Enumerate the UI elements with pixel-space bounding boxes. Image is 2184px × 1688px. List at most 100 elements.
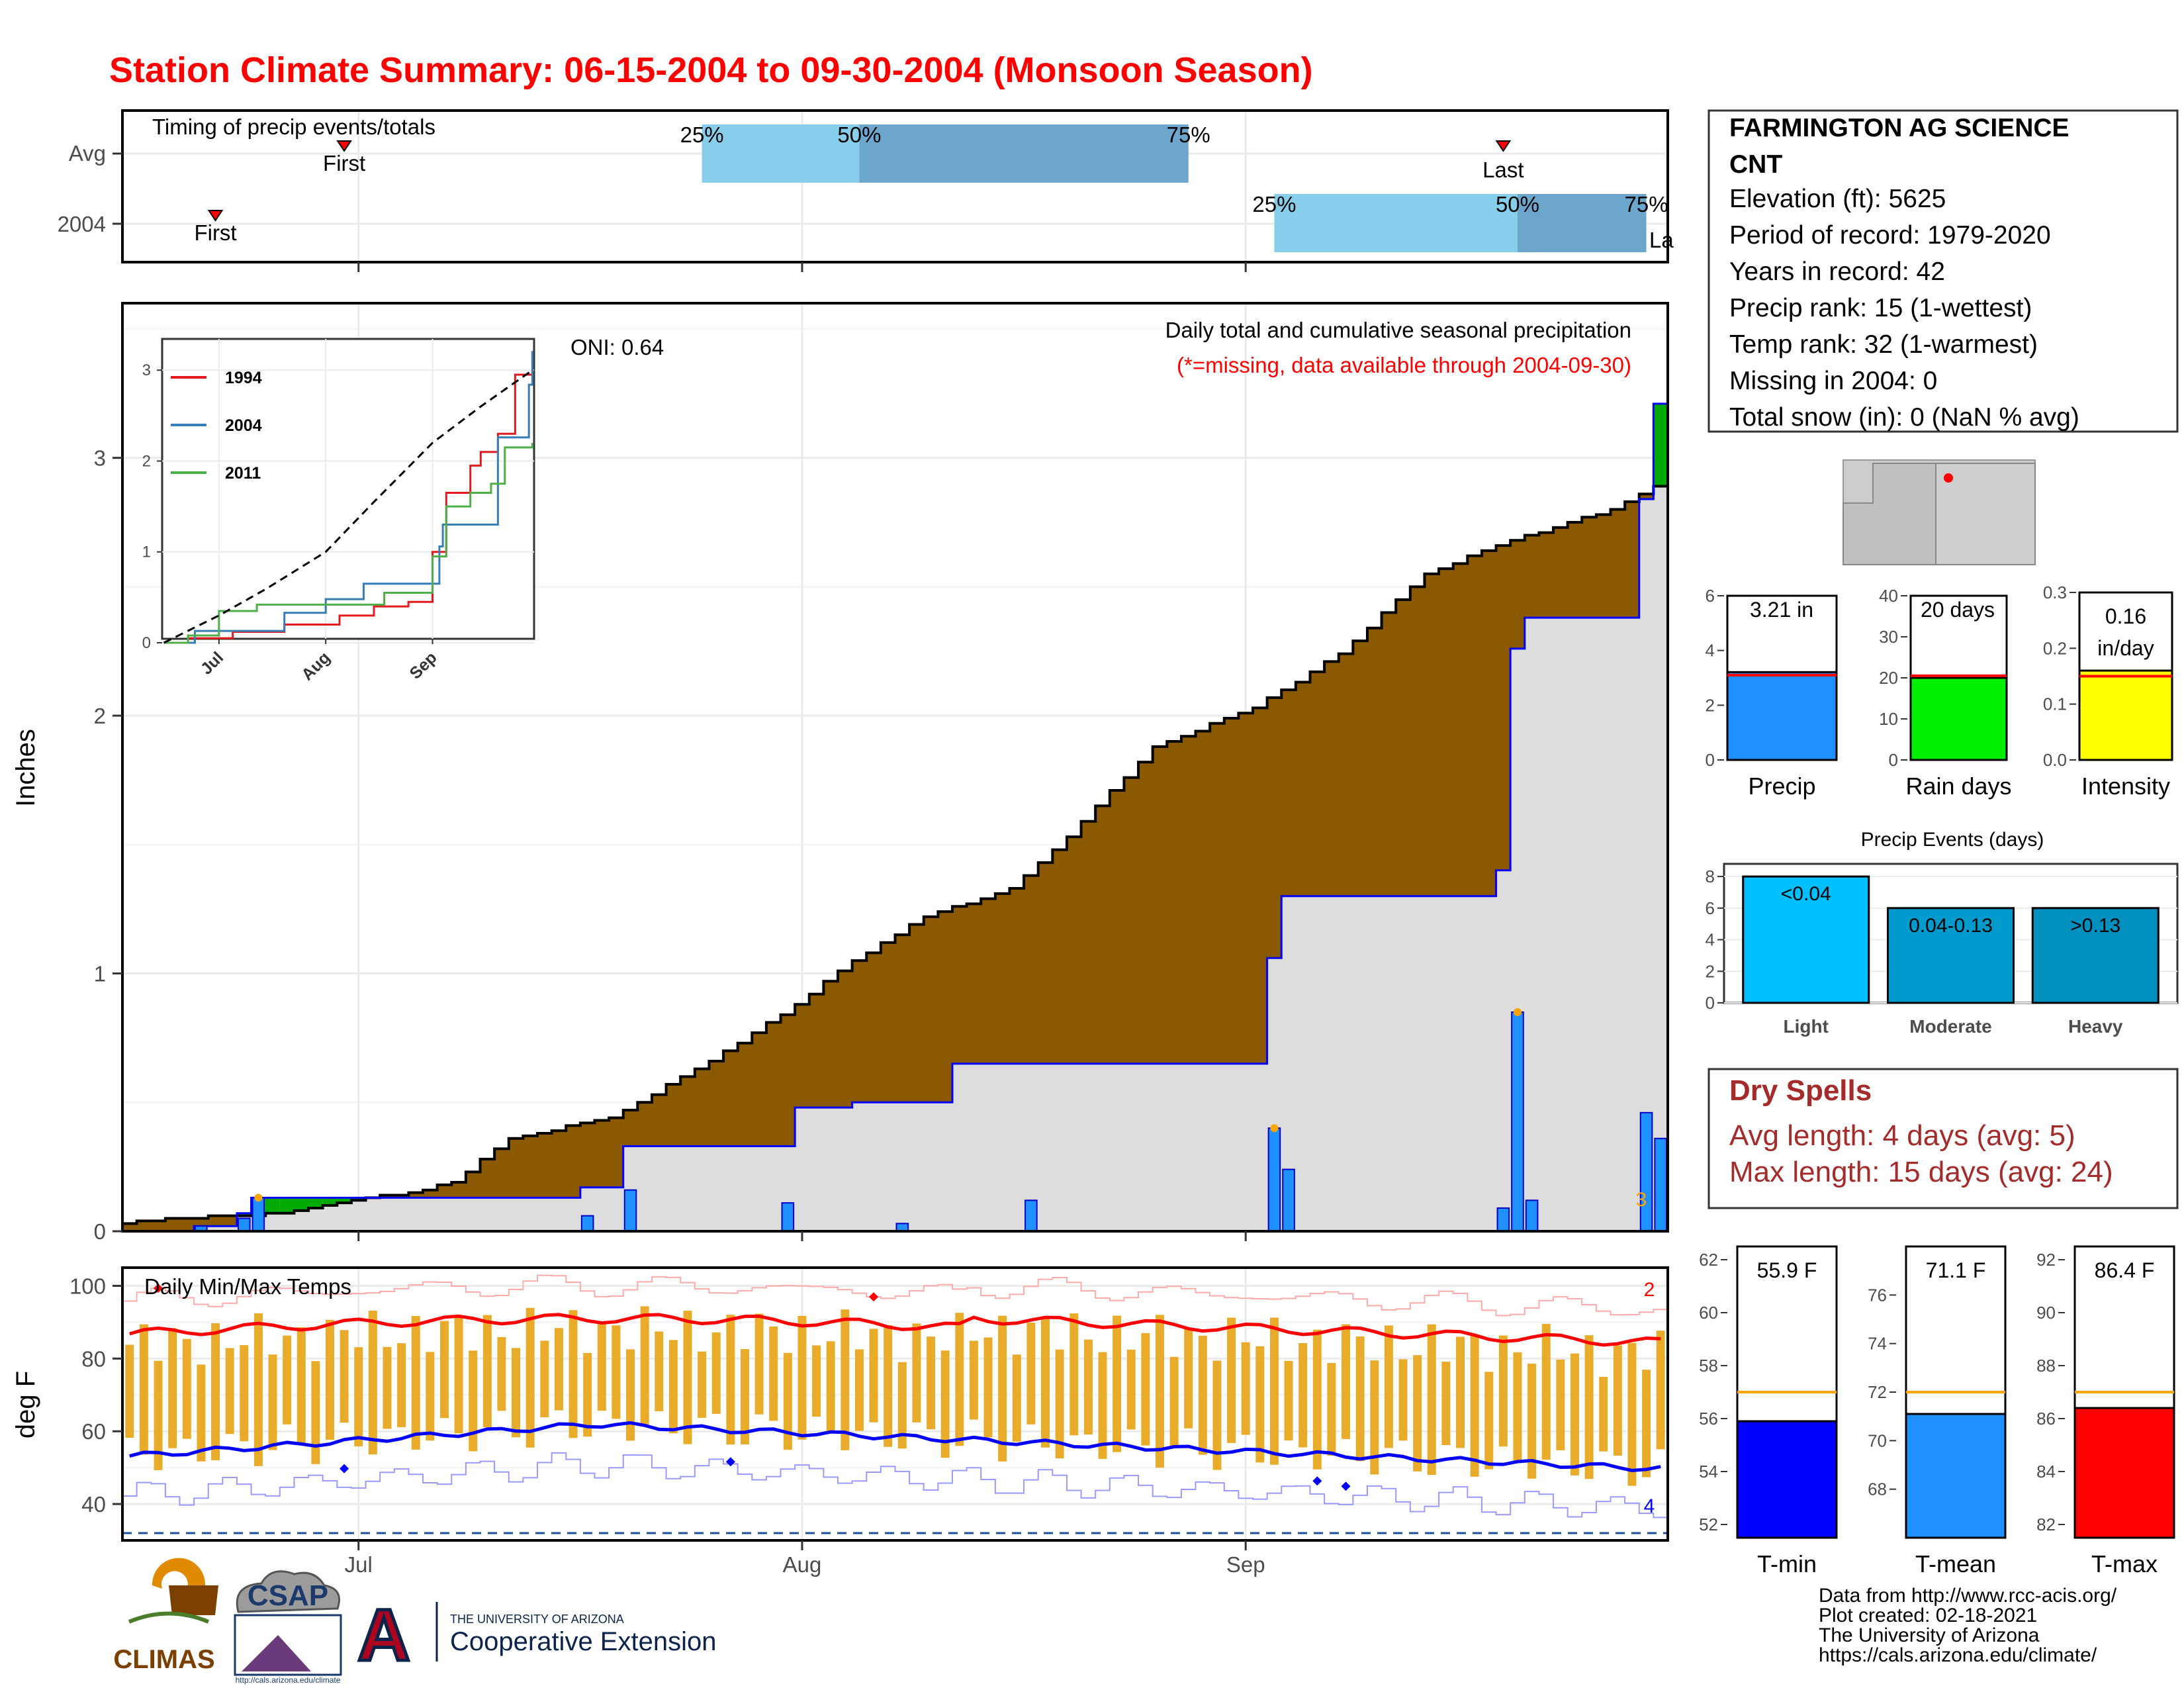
record-min-marker [1341, 1481, 1351, 1491]
daily-temp-bar [741, 1349, 749, 1444]
timing-avg-first-label: First [323, 151, 365, 175]
daily-temp-bar [1398, 1359, 1408, 1441]
timing-bar-avg-q50-q75 [859, 124, 1189, 183]
raindays-summary-ytick-label: 20 [1879, 668, 1898, 688]
daily-temp-bar [1198, 1335, 1207, 1455]
inset-legend-label: 2004 [225, 416, 262, 435]
daily-precip-bar [1024, 1199, 1038, 1233]
daily-temp-bar [326, 1319, 334, 1440]
daily-temp-bar [711, 1332, 721, 1414]
dry-spells-title: Dry Spells [1729, 1074, 1872, 1107]
events-ytick-label: 2 [1706, 961, 1715, 981]
daily-temp-bar [1570, 1353, 1579, 1476]
daily-temp-bar [1584, 1335, 1594, 1479]
daily-temp-bar [1169, 1356, 1179, 1447]
above-normal-fill [337, 1197, 351, 1203]
above-normal-fill [308, 1197, 323, 1208]
events-ytick-label: 8 [1706, 867, 1715, 886]
daily-precip-bar [1654, 1137, 1668, 1233]
daily-precip-bar [623, 1189, 637, 1232]
daily-temp-bar [726, 1315, 735, 1445]
temp-ytick-label: 40 [81, 1492, 106, 1517]
daily-temp-bar [197, 1364, 206, 1462]
timing-row-avg: Avg [69, 141, 106, 165]
temp-content [122, 1274, 1668, 1534]
daily-temp-bar [797, 1315, 807, 1440]
daily-temp-bar [655, 1331, 664, 1411]
events-bar-label: Moderate [1909, 1016, 1991, 1037]
high-event-marker [1513, 1008, 1522, 1016]
tmax-summary-value: 86.4 F [2095, 1258, 2155, 1282]
tmin-summary-bar [1736, 1420, 1838, 1539]
precip-ytick-label: 0 [94, 1219, 106, 1244]
daily-temp-bar [1527, 1363, 1537, 1479]
csap-wordmark: CSAP [248, 1579, 328, 1612]
events-ytick-label: 6 [1706, 898, 1715, 918]
tmin-summary-ytick-label: 56 [1699, 1409, 1718, 1429]
daily-temp-bar [426, 1352, 435, 1441]
tmin-summary-ytick-label: 60 [1699, 1303, 1718, 1323]
temp-panel: 40 60 80 100 Daily Min/Max Temps deg F 2 4 [11, 1266, 1669, 1542]
timing-avg-pct50: 50% [837, 122, 881, 147]
tmean-summary-ytick-label: 70 [1868, 1430, 1887, 1450]
daily-temp-bar [1470, 1334, 1479, 1477]
daily-temp-bar [854, 1349, 864, 1431]
daily-temp-bar [754, 1313, 764, 1415]
daily-temp-bar [897, 1362, 907, 1449]
events-bar-label: Heavy [2068, 1016, 2123, 1037]
inset-ytick-label: 1 [142, 543, 151, 561]
raindays-summary-ytick-label: 10 [1879, 709, 1898, 729]
x-axis: Jul Aug Sep [345, 262, 1265, 1577]
daily-temp-bar [783, 1352, 792, 1450]
above-normal-fill [322, 1197, 338, 1206]
precip-summary-value: 3.21 in [1750, 598, 1813, 622]
daily-temp-bar [1212, 1360, 1222, 1470]
csap-url: http://cals.arizona.edu/climate [236, 1675, 341, 1685]
daily-temp-bar [154, 1360, 163, 1470]
inset-legend-label: 1994 [225, 369, 262, 387]
inset-ytick-label: 0 [142, 634, 151, 652]
daily-temp-bar [1355, 1336, 1365, 1462]
locator-map [1843, 459, 2036, 565]
events-bar [1742, 875, 1870, 1004]
precip-count-label: 3 [1636, 1189, 1647, 1211]
credit-url: https://cals.arizona.edu/climate/ [1819, 1644, 2097, 1666]
daily-temp-bar [1327, 1363, 1336, 1456]
above-normal-fill [265, 1197, 280, 1213]
precip-ytick-label: 1 [94, 962, 106, 986]
daily-temp-bar [454, 1316, 463, 1434]
daily-temp-bar [397, 1343, 406, 1427]
climas-logo: CLIMAS [113, 1558, 218, 1674]
timing-row-2004: 2004 [58, 212, 106, 236]
precip-subtitle: Daily total and cumulative seasonal prec… [1165, 318, 1631, 342]
chart-title: Station Climate Summary: 06-15-2004 to 0… [109, 50, 1313, 90]
inset-legend: 1994 2004 2011 [171, 369, 262, 483]
daily-temp-bar [612, 1325, 621, 1419]
daily-temp-bar [812, 1345, 821, 1417]
timing-avg-last-label: Last [1482, 158, 1524, 182]
precip-summary-ytick-label: 2 [1706, 695, 1715, 715]
daily-temp-bar [1227, 1317, 1236, 1443]
intensity-summary-ytick-label: 0.2 [2043, 638, 2067, 658]
daily-temp-bar [1599, 1376, 1608, 1452]
daily-temp-bar [1126, 1349, 1136, 1430]
dry-spells-box: Dry Spells Avg length: 4 days (avg: 5) M… [1707, 1068, 2179, 1209]
avg-min-line [129, 1421, 1661, 1472]
dry-spells-avg: Avg length: 4 days (avg: 5) [1729, 1119, 2075, 1152]
daily-temp-bar [955, 1313, 964, 1446]
daily-temp-bar [283, 1335, 292, 1425]
temp-ytick-label: 60 [81, 1419, 106, 1444]
daily-temp-bar [268, 1354, 277, 1450]
daily-temp-bar [1441, 1362, 1451, 1446]
temp-label: Daily Min/Max Temps [144, 1274, 351, 1299]
station-name: FARMINGTON AG SCIENCE [1729, 114, 2070, 142]
summary-bars: 0 2 4 6 Precip 3.21 in 0 10 20 30 40 Rain days 20 da… [1706, 583, 2173, 800]
station-name-cont: CNT [1729, 150, 1782, 179]
daily-precip-bar [1496, 1207, 1510, 1232]
precip-ytick-label: 2 [94, 704, 106, 728]
daily-temp-bar [497, 1336, 506, 1411]
daily-precip-bar [237, 1217, 251, 1233]
daily-temp-bar [1656, 1331, 1665, 1450]
daily-temp-bar [1541, 1323, 1551, 1460]
daily-temp-bar [554, 1328, 563, 1411]
